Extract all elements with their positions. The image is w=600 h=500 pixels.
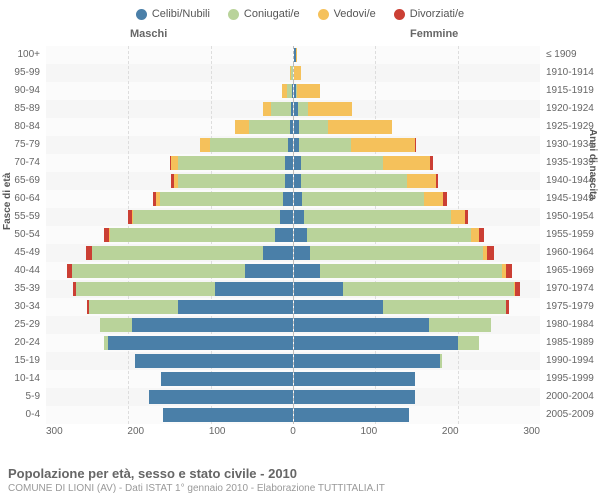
age-row <box>46 406 540 424</box>
age-row <box>46 172 540 190</box>
age-row <box>46 352 540 370</box>
age-row <box>46 100 540 118</box>
y-axis-age: 100+95-9990-9485-8980-8475-7970-7465-696… <box>0 46 44 424</box>
age-row <box>46 118 540 136</box>
age-row <box>46 226 540 244</box>
age-row <box>46 64 540 82</box>
age-row <box>46 136 540 154</box>
x-axis: 3002001000100200300 <box>46 426 540 437</box>
plot-area <box>46 46 540 424</box>
label-males: Maschi <box>130 28 167 40</box>
legend-swatch <box>394 9 405 20</box>
legend-label: Coniugati/e <box>244 8 300 20</box>
footer-title: Popolazione per età, sesso e stato civil… <box>8 466 385 481</box>
age-row <box>46 316 540 334</box>
age-row <box>46 46 540 64</box>
age-row <box>46 388 540 406</box>
legend: Celibi/Nubili Coniugati/e Vedovi/e Divorzia… <box>0 0 600 24</box>
legend-label: Vedovi/e <box>334 8 376 20</box>
age-row <box>46 244 540 262</box>
age-row <box>46 298 540 316</box>
chart-footer: Popolazione per età, sesso e stato civil… <box>8 466 385 494</box>
legend-swatch <box>136 9 147 20</box>
population-pyramid-chart: Celibi/Nubili Coniugati/e Vedovi/e Divorzia… <box>0 0 600 500</box>
bar-rows <box>46 46 540 424</box>
age-row <box>46 370 540 388</box>
legend-item: Divorziati/e <box>394 8 464 20</box>
legend-item: Vedovi/e <box>318 8 376 20</box>
legend-swatch <box>318 9 329 20</box>
age-row <box>46 262 540 280</box>
footer-subtitle: COMUNE DI LIONI (AV) - Dati ISTAT 1° gen… <box>8 483 385 494</box>
age-row <box>46 280 540 298</box>
legend-swatch <box>228 9 239 20</box>
age-row <box>46 154 540 172</box>
age-row <box>46 334 540 352</box>
label-females: Femmine <box>410 28 458 40</box>
legend-item: Celibi/Nubili <box>136 8 210 20</box>
legend-item: Coniugati/e <box>228 8 300 20</box>
age-row <box>46 82 540 100</box>
legend-label: Celibi/Nubili <box>152 8 210 20</box>
age-row <box>46 208 540 226</box>
legend-label: Divorziati/e <box>410 8 464 20</box>
age-row <box>46 190 540 208</box>
y-axis-birth: ≤ 19091910-19141915-19191920-19241925-19… <box>542 46 600 424</box>
